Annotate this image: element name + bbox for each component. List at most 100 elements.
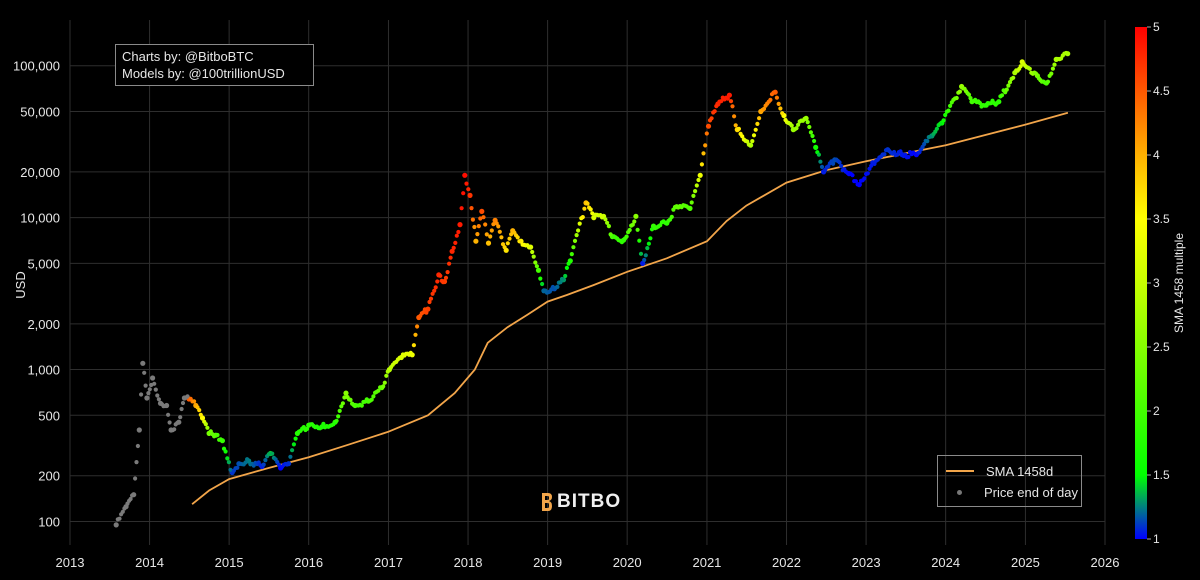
price-point-fill [845, 170, 850, 175]
legend-item-sma[interactable]: SMA 1458d [946, 462, 1053, 480]
price-point-fill [1033, 71, 1038, 76]
price-point-fill [732, 114, 737, 119]
legend-price-swatch [957, 489, 962, 495]
price-point-fill [805, 120, 810, 125]
price-point-fill [447, 261, 452, 266]
price-point-fill [883, 148, 889, 153]
price-point-fill [459, 206, 464, 211]
price-point-fill [1004, 87, 1009, 92]
price-point-fill [1006, 83, 1011, 88]
price-series [113, 50, 1071, 528]
colorbar-tick-label: 3 [1153, 276, 1160, 290]
price-point-fill [736, 126, 742, 131]
price-point-fill [912, 151, 917, 156]
colorbar-tick-label: 4 [1153, 148, 1160, 162]
price-point [136, 427, 142, 433]
price-point-fill [872, 161, 877, 166]
price-point-fill [166, 412, 171, 417]
price-point-fill [156, 397, 161, 402]
price-point-fill [381, 384, 386, 389]
price-point-fill [143, 383, 148, 388]
price-point-fill [645, 246, 650, 251]
price-point-fill [588, 207, 593, 212]
price-point-fill [215, 432, 220, 438]
price-point-fill [369, 397, 374, 402]
price-point-fill [321, 421, 326, 426]
price-point-fill [142, 370, 147, 375]
price-point-fill [469, 206, 474, 211]
price-point-fill [415, 324, 420, 329]
price-point-fill [643, 253, 648, 258]
price-point-fill [663, 220, 668, 225]
price-point-fill [243, 460, 248, 465]
price-point-fill [197, 408, 202, 413]
price-point-fill [122, 506, 127, 511]
price-point-fill [266, 452, 271, 457]
price-point-fill [270, 451, 275, 456]
price-point-fill [966, 92, 972, 97]
price-point-fill [1018, 64, 1023, 69]
price-point-fill [892, 149, 897, 155]
price-point-fill [572, 238, 578, 243]
price-point-fill [569, 252, 574, 257]
price-point-fill [526, 245, 532, 250]
x-axis-ticks: 2013 2014 2015 2016 2017 2018 2019 2020 2021 2022… [56, 555, 1120, 570]
price-point-fill [342, 395, 347, 400]
price-point-fill [982, 103, 987, 108]
x-tick-label: 2013 [56, 555, 85, 570]
price-point-fill [691, 193, 696, 198]
price-point-fill [245, 457, 250, 462]
colorbar-tick-label: 2 [1153, 404, 1160, 418]
y-tick-label: 1,000 [27, 363, 60, 378]
price-point-fill [433, 285, 438, 290]
price-point-fill [778, 106, 783, 111]
price-point-fill [694, 183, 699, 188]
price-point-fill [454, 233, 459, 238]
price-point-fill [291, 442, 296, 447]
price-point-fill [318, 426, 323, 431]
price-point-fill [850, 173, 855, 178]
price-point-fill [646, 241, 652, 246]
legend-item-price[interactable]: Price end of day [946, 483, 1078, 501]
price-point-fill [1064, 50, 1069, 56]
price-point-fill [466, 187, 471, 192]
price-point-fill [693, 189, 698, 194]
price-point [473, 238, 479, 244]
price-point-fill [336, 414, 341, 419]
price-point-fill [507, 236, 512, 241]
price-point-fill [948, 103, 953, 108]
x-tick-label: 2024 [931, 555, 960, 570]
price-point-fill [340, 401, 345, 406]
price-point-fill [938, 121, 943, 126]
bitbo-logo-text: BITBO [557, 491, 622, 512]
price-point-fill [456, 229, 461, 235]
price-point [640, 260, 646, 266]
x-tick-label: 2018 [454, 555, 483, 570]
x-tick-label: 2017 [374, 555, 403, 570]
price-point-fill [364, 397, 369, 402]
price-point-fill [796, 122, 801, 127]
price-point-fill [977, 100, 983, 106]
colorbar [1135, 27, 1147, 539]
colorbar-title: SMA 1458 multiple [1172, 233, 1186, 333]
price-point-fill [359, 403, 364, 408]
price-point-fill [517, 239, 522, 244]
credits-box: Charts by: @BitboBTC Models by: @100tril… [115, 44, 314, 86]
price-point-fill [288, 454, 293, 459]
y-tick-label: 10,000 [20, 211, 60, 226]
price-point-fill [818, 159, 823, 164]
price-point-fill [776, 101, 781, 106]
colorbar-tick-label: 1.5 [1153, 468, 1170, 482]
price-point-fill [478, 216, 483, 221]
price-point-fill [515, 235, 520, 240]
price-point-fill [709, 116, 714, 121]
price-point-fill [538, 276, 543, 281]
price-point-fill [205, 425, 210, 430]
price-point-fill [533, 260, 538, 265]
x-tick-label: 2022 [772, 555, 801, 570]
price-point-fill [228, 467, 233, 472]
price-point-fill [608, 232, 613, 237]
price-point-fill [757, 116, 762, 121]
x-tick-label: 2020 [613, 555, 642, 570]
